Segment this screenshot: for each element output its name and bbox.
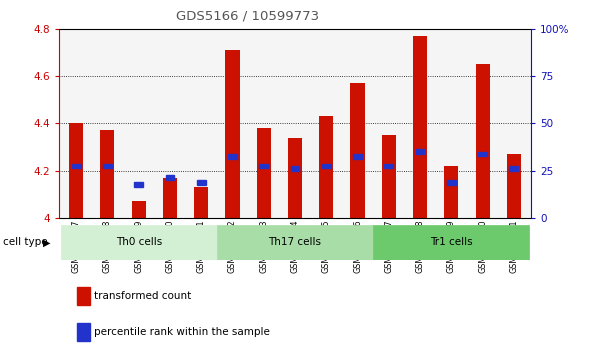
Bar (447, 180, 455, 185)
Bar (509, 166, 518, 171)
Bar (194, 187, 208, 218)
Bar (288, 138, 302, 218)
Text: percentile rank within the sample: percentile rank within the sample (94, 327, 270, 337)
Bar (385, 164, 393, 168)
Bar (373, 225, 529, 260)
Bar (100, 130, 114, 218)
Text: GDS5166 / 10599773: GDS5166 / 10599773 (176, 9, 319, 22)
Bar (413, 36, 427, 218)
Bar (291, 166, 299, 171)
Bar (61, 225, 217, 260)
Text: ▶: ▶ (43, 237, 51, 248)
Bar (478, 152, 487, 156)
Bar (135, 183, 143, 187)
Bar (444, 166, 458, 218)
Bar (260, 164, 268, 168)
Bar (319, 116, 333, 218)
Bar (217, 225, 373, 260)
Text: cell type: cell type (3, 237, 48, 248)
Text: transformed count: transformed count (94, 291, 192, 301)
Bar (476, 64, 490, 218)
Bar (416, 149, 424, 154)
Bar (69, 123, 83, 218)
Text: Th17 cells: Th17 cells (268, 237, 322, 247)
Bar (166, 175, 174, 180)
Bar (163, 178, 177, 218)
Bar (197, 180, 205, 185)
Bar (132, 201, 146, 218)
Text: Tr1 cells: Tr1 cells (430, 237, 473, 247)
Bar (103, 164, 112, 168)
Bar (507, 154, 521, 218)
Bar (322, 164, 330, 168)
Bar (382, 135, 396, 218)
Text: Th0 cells: Th0 cells (116, 237, 162, 247)
Bar (353, 154, 362, 159)
Bar (257, 128, 271, 218)
Bar (228, 154, 237, 159)
Bar (225, 50, 240, 218)
Bar (72, 164, 81, 168)
Bar (350, 83, 365, 218)
